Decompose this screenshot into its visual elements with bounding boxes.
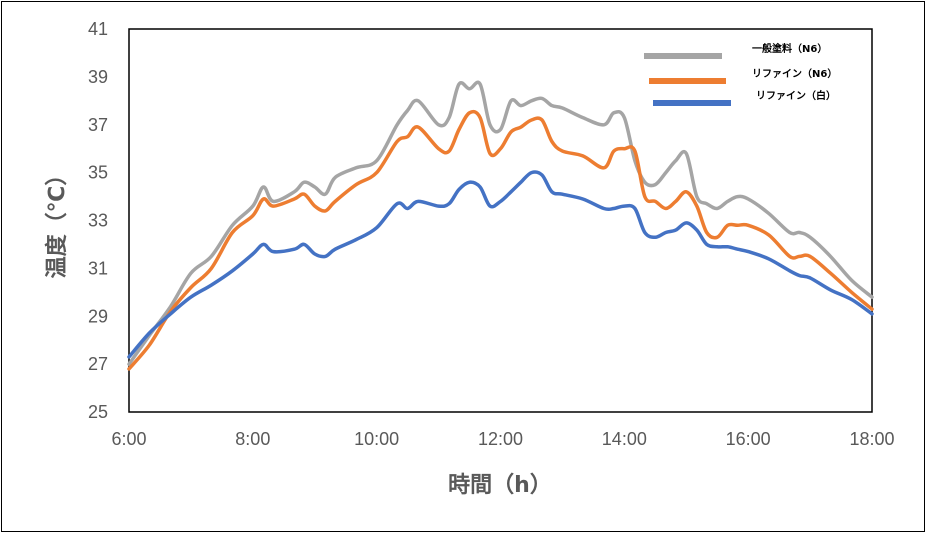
legend-label-1: 一般塗料（N6） [752, 42, 827, 55]
x-tick-label: 14:00 [602, 429, 647, 449]
series-lines [127, 80, 874, 371]
x-tick-label: 18:00 [849, 429, 894, 449]
series-line-1 [127, 80, 874, 366]
legend-label-3: リファイン（白） [756, 89, 836, 102]
y-tick-label: 35 [88, 163, 108, 183]
x-tick-label: 6:00 [111, 429, 146, 449]
series-line-3 [127, 170, 874, 359]
plot-area [128, 28, 873, 413]
y-tick-label: 29 [88, 306, 108, 326]
y-tick-label: 31 [88, 258, 108, 278]
series-line-2 [127, 109, 874, 371]
x-axis-title: 時間（h） [448, 473, 552, 498]
y-tick-label: 41 [88, 19, 108, 39]
y-tick-label: 25 [88, 402, 108, 422]
x-tick-label: 8:00 [235, 429, 270, 449]
x-tick-label: 10:00 [354, 429, 399, 449]
legend-label-2: リファイン（N6） [752, 67, 837, 80]
y-tick-label: 37 [88, 115, 108, 135]
x-tick-label: 16:00 [726, 429, 771, 449]
y-tick-labels: 25 27 29 31 33 35 37 39 41 [88, 19, 108, 422]
x-tick-label: 12:00 [478, 429, 523, 449]
y-tick-label: 33 [88, 211, 108, 231]
y-axis-title: 温度（℃） [44, 164, 70, 279]
y-tick-label: 27 [88, 354, 108, 374]
y-tick-label: 39 [88, 67, 108, 87]
legend: 一般塗料（N6） リファイン（N6） リファイン（白） [644, 42, 837, 106]
x-tick-labels: 6:00 8:00 10:00 12:00 14:00 16:00 18:00 [111, 429, 894, 449]
